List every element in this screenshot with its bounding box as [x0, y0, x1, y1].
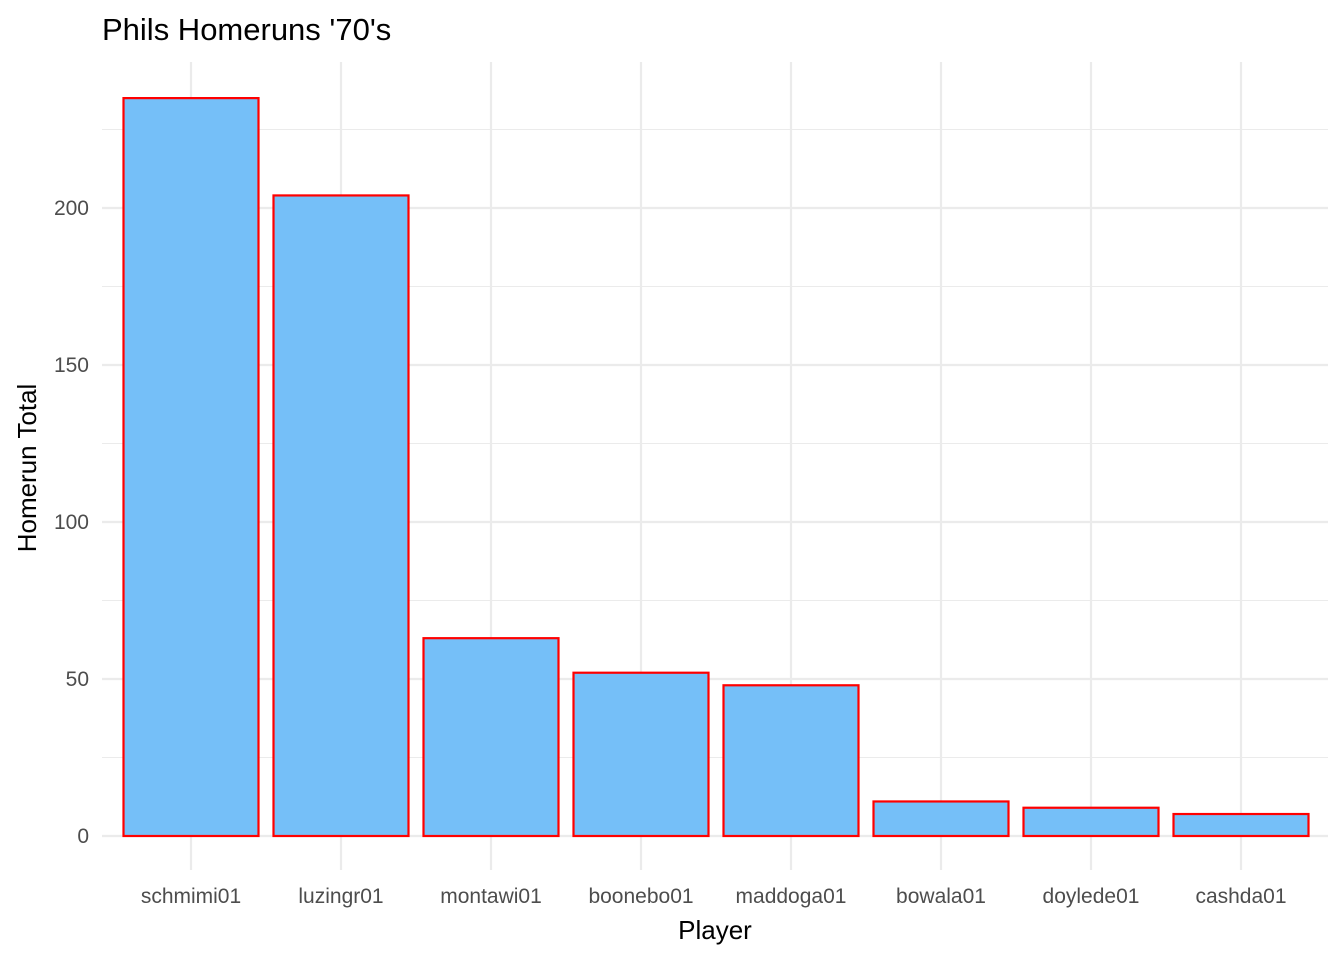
bar — [422, 637, 560, 838]
x-tick-label: montawi01 — [440, 885, 542, 908]
bar — [122, 96, 260, 838]
x-axis-title: Player — [678, 915, 752, 945]
bar — [722, 684, 860, 838]
x-tick-label: bowala01 — [896, 885, 986, 908]
bar — [572, 671, 710, 838]
y-tick-label: 100 — [54, 511, 89, 534]
y-tick-label: 0 — [77, 825, 89, 848]
y-axis-title: Homerun Total — [12, 384, 42, 553]
bar — [272, 194, 410, 838]
x-tick-label: luzingr01 — [298, 885, 383, 908]
x-tick-label: cashda01 — [1195, 885, 1286, 908]
y-tick-label: 50 — [66, 668, 89, 691]
bar — [1172, 812, 1310, 838]
chart-title: Phils Homeruns '70's — [102, 12, 391, 47]
x-tick-label: maddoga01 — [736, 885, 847, 908]
x-tick-label: doylede01 — [1043, 885, 1140, 908]
bar — [872, 800, 1010, 838]
bars-layer — [122, 96, 1310, 838]
y-tick-label: 150 — [54, 354, 89, 377]
y-tick-label: 200 — [54, 197, 89, 220]
x-tick-label: schmimi01 — [141, 885, 241, 908]
x-tick-label: boonebo01 — [588, 885, 693, 908]
y-axis-ticks: 0 50 100 150 200 — [54, 197, 89, 848]
bar — [1022, 806, 1160, 838]
x-axis-ticks: schmimi01 luzingr01 montawi01 boonebo01 madd… — [141, 885, 1287, 908]
